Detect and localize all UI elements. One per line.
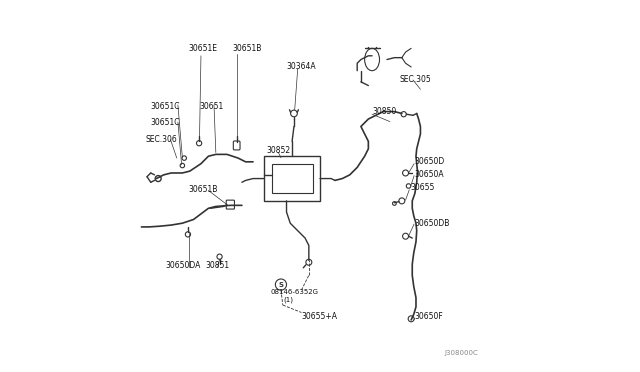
- Text: 30655: 30655: [410, 183, 435, 192]
- Text: 30651B: 30651B: [232, 44, 262, 53]
- Text: 08146-6352G: 08146-6352G: [271, 289, 319, 295]
- Text: 30850: 30850: [372, 107, 396, 116]
- Text: 30651B: 30651B: [188, 185, 218, 194]
- Text: 30650DB: 30650DB: [415, 219, 450, 228]
- Text: 30650D: 30650D: [415, 157, 445, 166]
- Text: 30651E: 30651E: [188, 44, 217, 53]
- Text: 30651C: 30651C: [151, 118, 180, 127]
- Text: 30651: 30651: [199, 102, 223, 110]
- Text: 30650F: 30650F: [415, 312, 444, 321]
- Text: 30852: 30852: [266, 146, 290, 155]
- Bar: [271, 164, 312, 193]
- Text: 30364A: 30364A: [287, 62, 316, 71]
- Text: S: S: [278, 282, 284, 288]
- Text: (1): (1): [284, 296, 293, 303]
- Text: J308000C: J308000C: [445, 350, 478, 356]
- Text: 30651C: 30651C: [151, 102, 180, 110]
- Text: SEC.306: SEC.306: [146, 135, 178, 144]
- Text: 30851: 30851: [205, 262, 230, 270]
- Text: 30650A: 30650A: [415, 170, 445, 179]
- Bar: [264, 156, 320, 201]
- Text: 30650DA: 30650DA: [166, 262, 201, 270]
- Text: 30655+A: 30655+A: [301, 312, 337, 321]
- Text: SEC.305: SEC.305: [400, 76, 432, 84]
